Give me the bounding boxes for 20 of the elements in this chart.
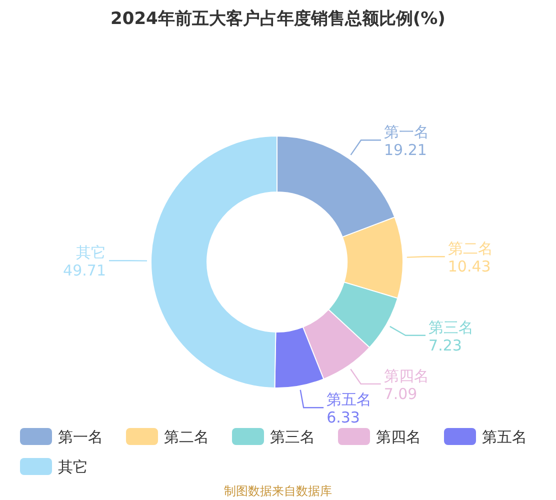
legend-label: 第五名 (482, 428, 527, 446)
data-label: 7.09 (384, 384, 418, 403)
slice-label: 第三名 (428, 318, 474, 336)
slice-label: 第五名 (326, 390, 372, 409)
slice-label: 其它 (76, 244, 106, 262)
legend-label: 第三名 (270, 428, 315, 446)
legend-label: 第一名 (58, 428, 103, 446)
slice-label: 第一名 (384, 123, 429, 142)
data-label: 49.71 (63, 262, 106, 280)
data-label: 6.33 (326, 408, 360, 427)
data-label: 19.21 (384, 141, 427, 160)
slice-label: 第四名 (384, 366, 429, 385)
legend-label: 其它 (58, 458, 88, 476)
slice-label: 第二名 (448, 240, 493, 258)
legend-label: 第四名 (376, 428, 421, 446)
data-label: 10.43 (448, 258, 491, 276)
text: 制图数据来自数据库 (224, 484, 332, 498)
legend-label: 第二名 (164, 428, 209, 446)
chart-title: 2024年前五大客户占年度销售总额比例(%) (110, 9, 446, 29)
data-label: 7.23 (428, 336, 462, 354)
